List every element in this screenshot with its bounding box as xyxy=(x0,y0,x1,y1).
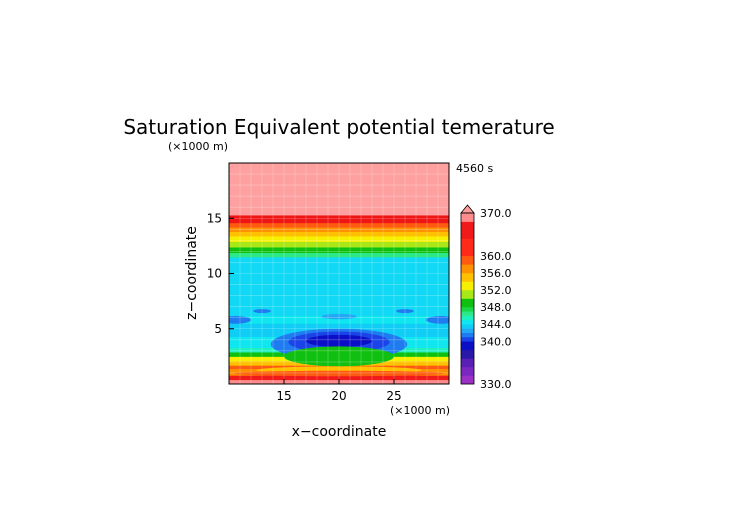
colorbar-bin xyxy=(461,238,474,257)
colorbar-bin xyxy=(461,315,474,321)
colorbar-bin xyxy=(461,281,474,291)
heatmap-feature xyxy=(321,313,357,320)
colorbar-bin xyxy=(461,336,474,342)
y-axis: 5 10 15 xyxy=(207,211,234,336)
colorbar-bin xyxy=(461,255,474,265)
heatmap-band xyxy=(229,315,449,324)
colorbar-bin xyxy=(461,311,474,316)
colorbar-bin xyxy=(461,272,474,282)
colorbar-overflow-triangle xyxy=(460,204,475,214)
heatmap-feature xyxy=(396,309,414,314)
heatmap-band xyxy=(229,256,449,316)
colorbar-bin xyxy=(461,264,474,274)
grid-lines xyxy=(229,163,449,384)
colorbar-bin xyxy=(461,298,474,308)
heatmap-band xyxy=(229,241,449,248)
colorbar-bin xyxy=(461,332,474,338)
colorbar-bin xyxy=(461,221,474,239)
time-label: 4560 s xyxy=(456,162,493,175)
heatmap-feature xyxy=(234,370,444,377)
heatmap-band xyxy=(229,235,449,242)
colorbar-bin xyxy=(461,307,474,312)
x-tick-label: 25 xyxy=(386,389,401,403)
x-units-label: (×1000 m) xyxy=(390,404,450,417)
colorbar-bin xyxy=(461,324,474,329)
y-tick-label: 10 xyxy=(207,267,222,281)
y-tick-label: 5 xyxy=(214,322,222,336)
y-units-label: (×1000 m) xyxy=(168,140,228,153)
colorbar-bin xyxy=(461,358,474,368)
colorbar-label: 352.0 xyxy=(480,284,512,297)
colorbar-bin xyxy=(461,366,474,376)
colorbar-frame xyxy=(460,212,475,385)
heatmap-band xyxy=(229,222,449,228)
x-axis-label: x−coordinate xyxy=(292,424,387,440)
heatmap-band xyxy=(229,375,449,381)
heatmap-feature xyxy=(284,346,394,367)
heatmap-band xyxy=(229,252,449,258)
colorbar: 370.0 360.0 356.0 352.0 348.0 344.0 340.0 330.0 xyxy=(460,204,512,391)
colorbar-bin xyxy=(461,349,474,359)
heatmap-feature xyxy=(229,316,251,324)
colorbar-label: 356.0 xyxy=(480,267,512,280)
y-tick-label: 15 xyxy=(207,211,222,225)
x-axis: 15 20 25 xyxy=(276,379,402,403)
colorbar-bin xyxy=(461,319,474,325)
colorbar-bin xyxy=(461,328,474,333)
x-tick-label: 20 xyxy=(331,389,346,403)
heatmap-band xyxy=(229,246,449,254)
heatmap-plot-area xyxy=(229,163,449,384)
y-axis-label: z−coordinate xyxy=(184,226,200,320)
x-tick-label: 15 xyxy=(276,389,291,403)
heatmap-feature xyxy=(425,316,449,324)
colorbar-label: 370.0 xyxy=(480,207,512,220)
heatmap-feature xyxy=(253,309,271,314)
colorbar-label: 344.0 xyxy=(480,318,512,331)
colorbar-label: 348.0 xyxy=(480,301,512,314)
colorbar-bin xyxy=(461,375,474,385)
colorbar-label: 330.0 xyxy=(480,378,512,391)
colorbar-bin xyxy=(461,341,474,351)
colorbar-label: 340.0 xyxy=(480,335,512,348)
heatmap-band xyxy=(229,214,449,224)
chart-title: Saturation Equivalent potential temeratu… xyxy=(123,115,554,139)
colorbar-bin xyxy=(461,289,474,299)
colorbar-bin xyxy=(461,213,474,222)
colorbar-label: 360.0 xyxy=(480,250,512,263)
heatmap-band xyxy=(229,231,449,237)
heatmap-feature xyxy=(306,334,372,347)
heatmap-band xyxy=(229,227,449,233)
heatmap-band xyxy=(229,163,449,216)
